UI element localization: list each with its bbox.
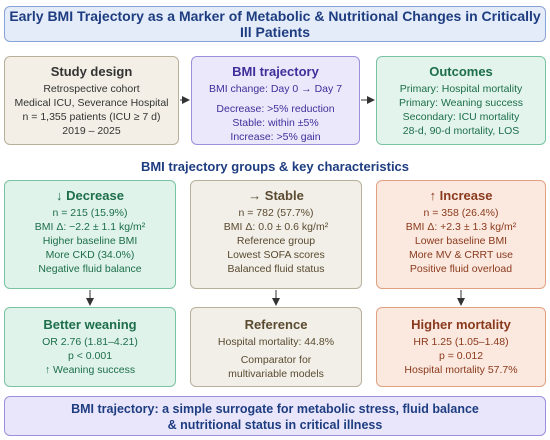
bmi-trajectory-line: Decrease: >5% reduction	[216, 103, 335, 115]
stable-result-line: multivariable models	[228, 368, 324, 380]
study-design-line: 2019 – 2025	[62, 125, 121, 137]
decrease-group-line: BMI Δ: −2.2 ± 1.1 kg/m²	[34, 221, 146, 233]
increase-group-line: Lower baseline BMI	[414, 235, 508, 247]
outcomes-header: Outcomes	[429, 64, 493, 79]
bmi-trajectory-header: BMI trajectory	[232, 64, 319, 79]
decrease-result-header: Better weaning	[43, 317, 137, 332]
bmi-trajectory-line: Increase: >5% gain	[230, 131, 321, 143]
increase-group-line: More MV & CRRT use	[408, 249, 514, 261]
increase-group-line: n = 358 (26.4%)	[423, 207, 499, 219]
bmi-trajectory-line: Stable: within ±5%	[232, 117, 319, 129]
stable-result-line: Comparator for	[240, 354, 312, 366]
conclusion-line-1: BMI trajectory: a simple surrogate for m…	[71, 402, 479, 416]
conclusion-box: BMI trajectory: a simple surrogate for m…	[4, 396, 546, 436]
decrease-result-box: Better weaning OR 2.76 (1.81–4.21) p < 0…	[4, 307, 176, 387]
section-title: BMI trajectory groups & key characterist…	[140, 159, 410, 174]
increase-result-header: Higher mortality	[411, 317, 511, 332]
decrease-group-line: n = 215 (15.9%)	[52, 207, 128, 219]
diagram-title-box: Early BMI Trajectory as a Marker of Meta…	[4, 6, 546, 42]
bmi-trajectory-box: BMI trajectory BMI change: Day 0 → Day 7…	[191, 56, 360, 145]
stable-result-box: Reference Hospital mortality: 44.8% Comp…	[190, 307, 362, 387]
increase-result-box: Higher mortality HR 1.25 (1.05–1.48) p =…	[376, 307, 546, 387]
decrease-group-header: ↓ Decrease	[56, 188, 124, 203]
increase-group-box: ↑ Increase n = 358 (26.4%) BMI Δ: +2.3 ±…	[376, 180, 546, 289]
study-design-header: Study design	[50, 64, 133, 79]
outcomes-line: Primary: Weaning success	[398, 97, 524, 109]
increase-group-header: ↑ Increase	[429, 188, 493, 203]
increase-result-line: p = 0.012	[438, 350, 484, 362]
stable-group-line: Reference group	[236, 235, 316, 247]
stable-result-line: Hospital mortality: 44.8%	[217, 336, 335, 348]
decrease-group-box: ↓ Decrease n = 215 (15.9%) BMI Δ: −2.2 ±…	[4, 180, 176, 289]
outcomes-line: Primary: Hospital mortality	[399, 83, 523, 95]
study-design-line: Medical ICU, Severance Hospital	[14, 97, 169, 109]
bmi-trajectory-subtitle: BMI change: Day 0 → Day 7	[208, 83, 343, 95]
decrease-result-line: OR 2.76 (1.81–4.21)	[42, 336, 138, 348]
stable-group-line: Lowest SOFA scores	[227, 249, 325, 261]
increase-result-line: HR 1.25 (1.05–1.48)	[413, 336, 509, 348]
diagram-title: Early BMI Trajectory as a Marker of Meta…	[9, 8, 541, 40]
stable-result-header: Reference	[244, 317, 308, 332]
study-design-line: n = 1,355 patients (ICU ≥ 7 d)	[22, 111, 161, 123]
decrease-result-line: ↑ Weaning success	[44, 364, 136, 376]
conclusion-line-2: & nutritional status in critical illness	[167, 418, 383, 432]
increase-group-line: BMI Δ: +2.3 ± 1.3 kg/m²	[405, 221, 517, 233]
study-design-box: Study design Retrospective cohort Medica…	[4, 56, 179, 145]
stable-group-line: n = 782 (57.7%)	[238, 207, 314, 219]
increase-result-line: Hospital mortality 57.7%	[404, 364, 518, 376]
outcomes-line: Secondary: ICU mortality	[402, 111, 520, 123]
study-design-line: Retrospective cohort	[43, 83, 140, 95]
outcomes-line: 28-d, 90-d mortality, LOS	[402, 125, 520, 137]
stable-group-line: Balanced fluid status	[227, 263, 325, 275]
increase-group-line: Positive fluid overload	[409, 263, 513, 275]
decrease-group-line: More CKD (34.0%)	[45, 249, 135, 261]
stable-group-line: BMI Δ: 0.0 ± 0.6 kg/m²	[223, 221, 329, 233]
stable-group-header: → Stable	[248, 188, 304, 203]
decrease-result-line: p < 0.001	[67, 350, 113, 362]
decrease-group-line: Higher baseline BMI	[42, 235, 138, 247]
stable-group-box: → Stable n = 782 (57.7%) BMI Δ: 0.0 ± 0.…	[190, 180, 362, 289]
outcomes-box: Outcomes Primary: Hospital mortality Pri…	[376, 56, 546, 145]
decrease-group-line: Negative fluid balance	[38, 263, 142, 275]
